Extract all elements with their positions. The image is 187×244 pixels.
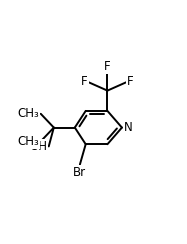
Text: F: F: [127, 75, 134, 88]
Text: CH₃: CH₃: [17, 135, 39, 148]
Text: F: F: [81, 75, 88, 88]
Text: Br: Br: [73, 166, 86, 179]
Text: F: F: [104, 60, 111, 73]
Text: OH: OH: [29, 140, 47, 153]
Text: N: N: [124, 121, 132, 134]
Text: CH₃: CH₃: [17, 107, 39, 120]
